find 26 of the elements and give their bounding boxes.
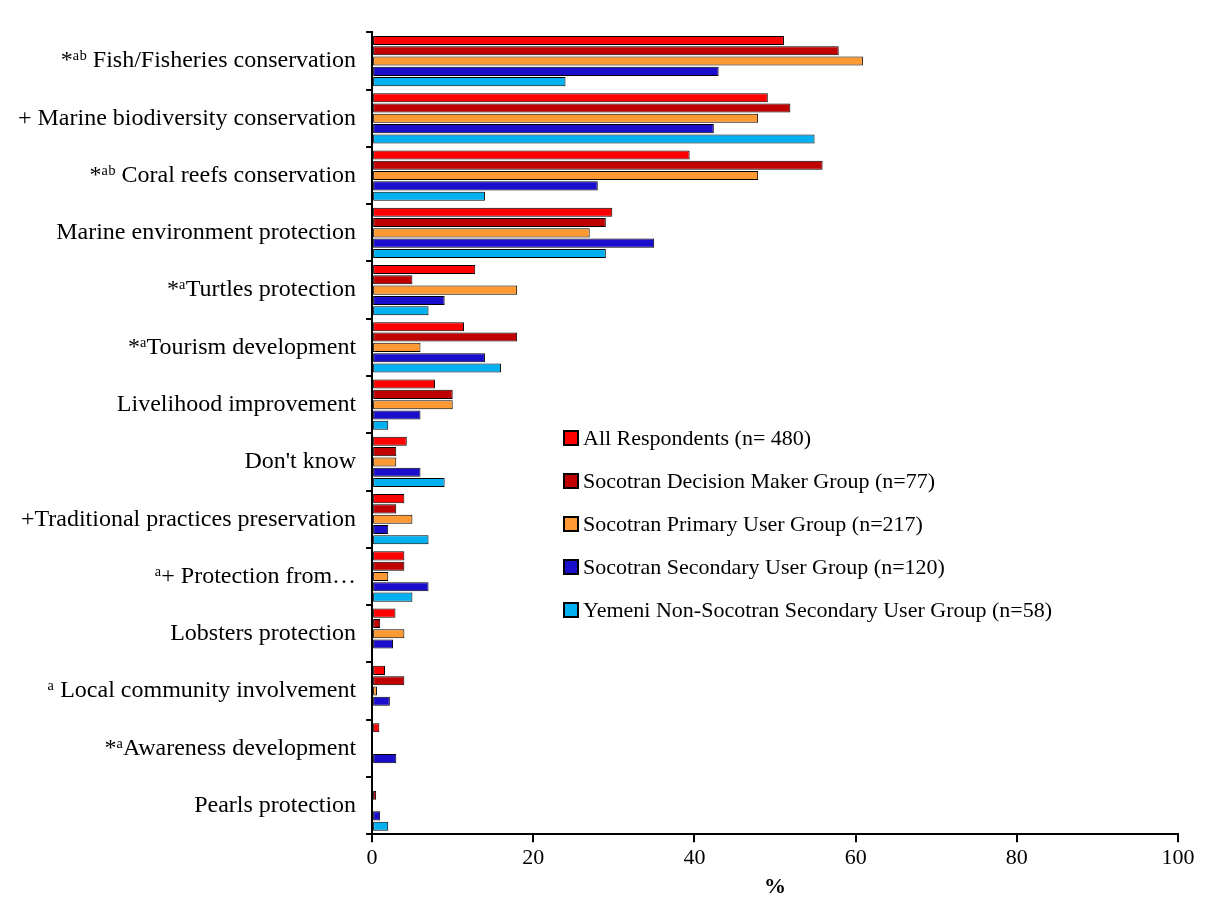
y-tick-label: Lobsters protection [170, 619, 357, 646]
y-tick-label: ᵃ Local community involvement [47, 676, 357, 703]
y-tick-label: Livelihood improvement [116, 389, 357, 416]
x-tick-label: 20 [522, 844, 545, 870]
y-tick-label: Pearls protection [194, 790, 357, 817]
x-tick-label: 60 [844, 844, 867, 870]
x-tick-label: 40 [683, 844, 706, 870]
x-tick-label: 80 [1005, 844, 1028, 870]
y-tick-label: *ᵃTourism development [127, 332, 357, 359]
y-tick-label: *ᵃTurtles protection [167, 275, 357, 302]
y-tick-label: +Traditional practices preservation [20, 504, 357, 531]
x-axis-title: % [764, 873, 787, 899]
y-tick-label: + Marine biodiversity conservation [18, 103, 357, 130]
x-tick-label: 0 [366, 844, 378, 870]
y-tick-label: *ᵃᵇ Coral reefs conservation [89, 160, 357, 187]
legend-label: All Respondents (n= 480) [583, 424, 812, 451]
y-tick-label: *ᵃAwareness development [104, 733, 357, 760]
legend-label: Socotran Secondary User Group (n=120) [583, 553, 945, 580]
legend-label: Socotran Primary User Group (n=217) [583, 510, 923, 537]
y-tick-label: Don't know [244, 447, 357, 474]
y-tick-label: *ᵃᵇ Fish/Fisheries conservation [60, 46, 357, 73]
y-tick-label: Marine environment protection [56, 218, 357, 245]
y-tick-label: ᵃ+ Protection from… [154, 561, 357, 588]
x-tick-label: 100 [1161, 844, 1195, 870]
legend-label: Yemeni Non-Socotran Secondary User Group (n=58) [583, 596, 1053, 623]
legend-label: Socotran Decision Maker Group (n=77) [583, 467, 936, 494]
